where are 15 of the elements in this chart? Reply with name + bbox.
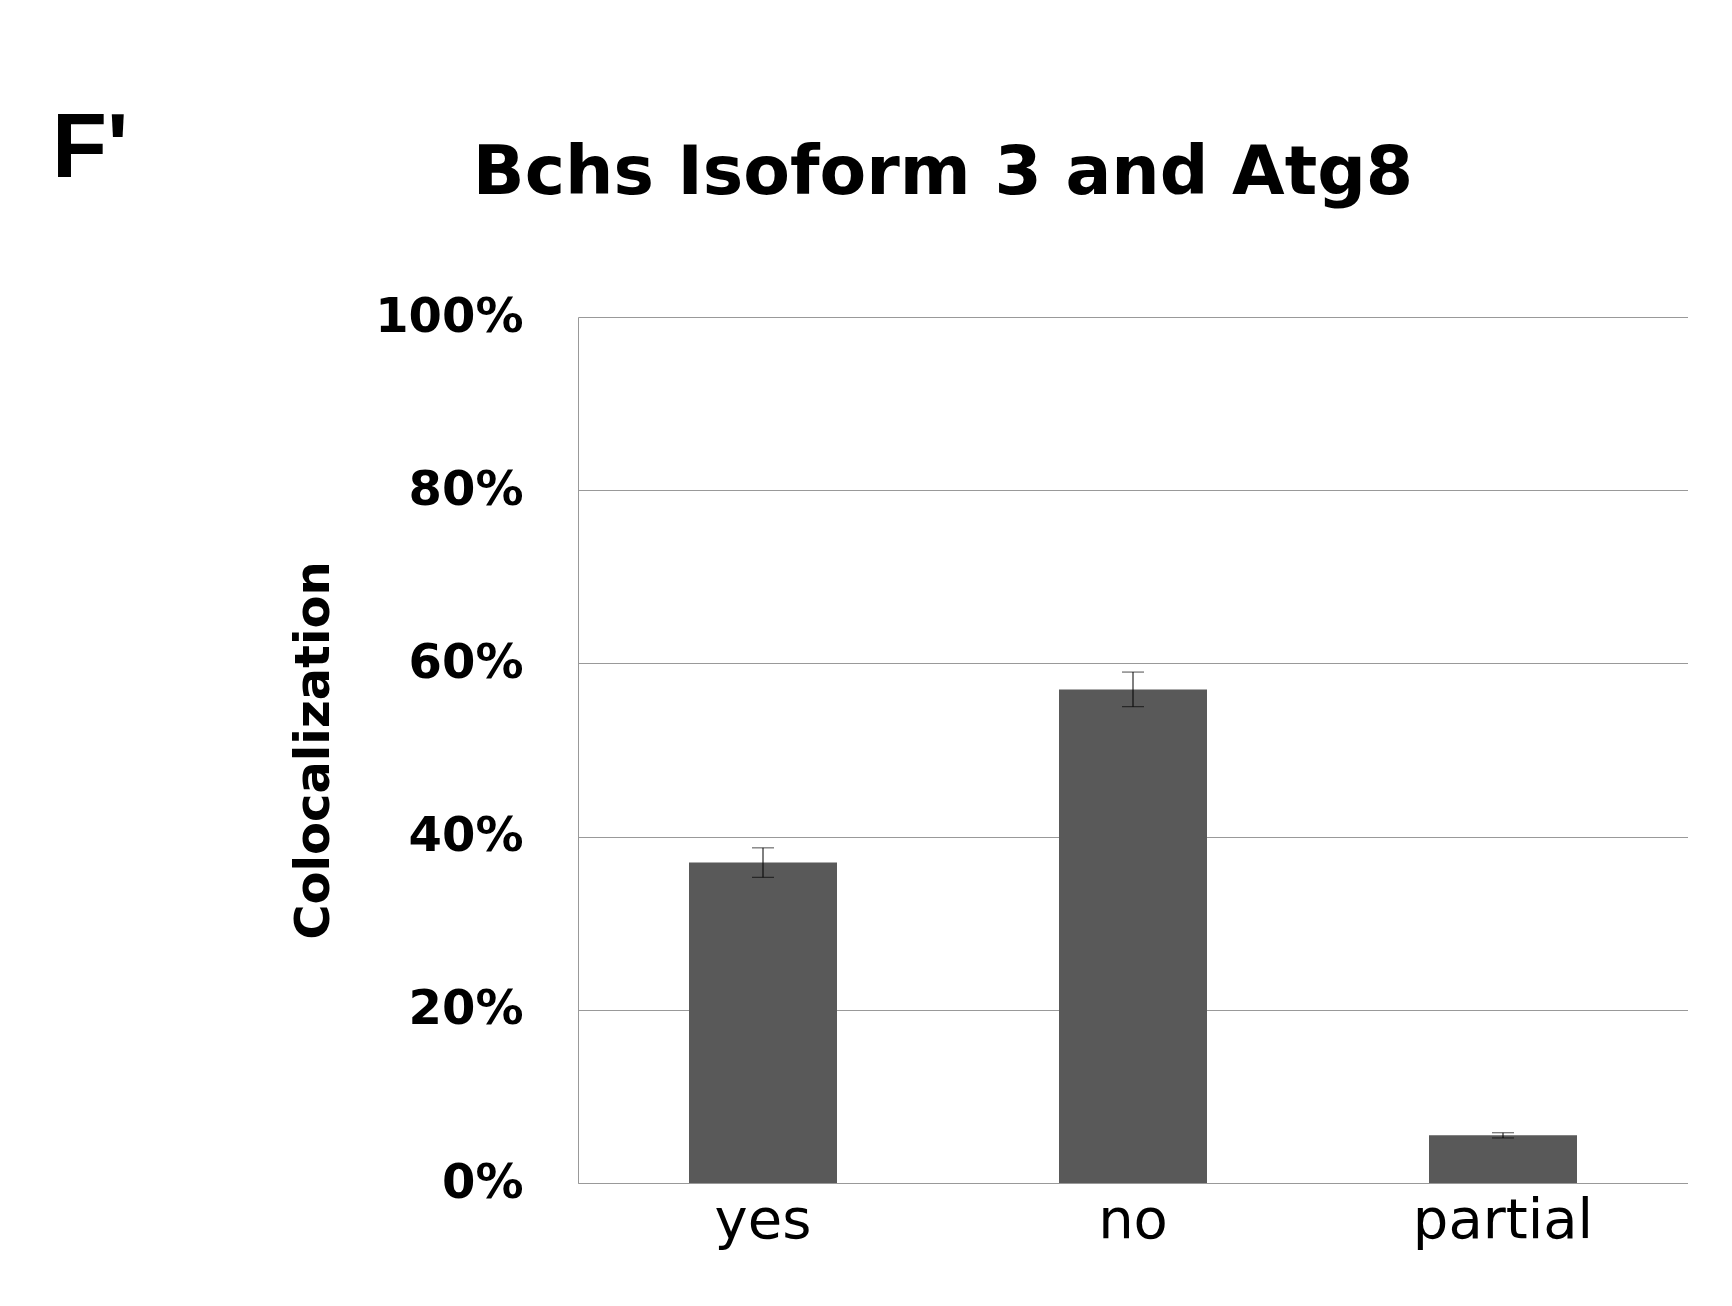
text: F'	[52, 95, 129, 198]
y-tick-label: 100%	[375, 286, 524, 343]
x-tick-label: partial	[1412, 1185, 1594, 1251]
bar	[689, 862, 837, 1183]
x-tick-label: no	[1098, 1185, 1168, 1251]
y-tick-label: 80%	[408, 459, 524, 516]
bar	[1429, 1135, 1577, 1183]
chart-title: Bchs Isoform 3 and Atg8	[472, 131, 1414, 210]
x-tick-label: yes	[714, 1185, 812, 1251]
y-axis-title: Colocalization	[283, 561, 340, 940]
y-tick-label: 20%	[408, 979, 524, 1036]
y-tick-label: 60%	[408, 632, 524, 689]
y-tick-label: 40%	[408, 806, 524, 863]
y-tick-label: 0%	[442, 1152, 524, 1209]
bar	[1059, 689, 1207, 1183]
